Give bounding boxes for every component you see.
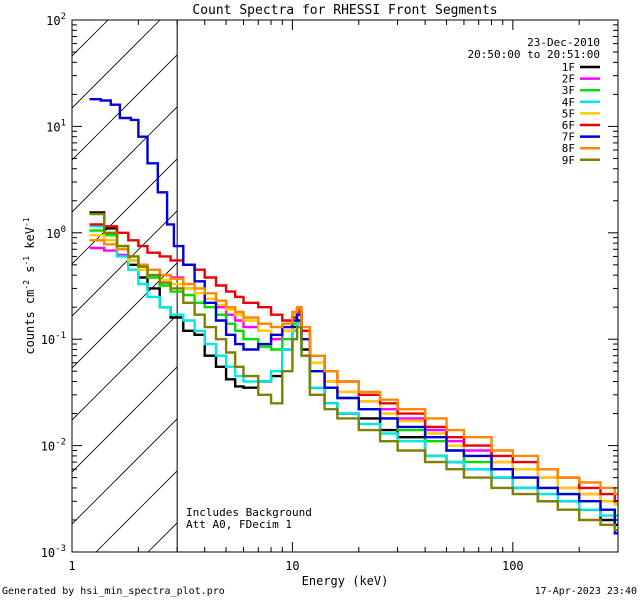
x-tick-labels: 1 10 100 bbox=[68, 559, 523, 573]
hatch-line bbox=[72, 366, 177, 473]
legend-label: 8F bbox=[562, 142, 575, 155]
legend-label: 9F bbox=[562, 154, 575, 167]
x-tick-label: 10 bbox=[285, 559, 299, 573]
series-line-8f bbox=[89, 239, 618, 496]
legend-label: 6F bbox=[562, 119, 575, 132]
hatch-line bbox=[72, 210, 177, 317]
timestamp-footer: 17-Apr-2023 23:40 bbox=[535, 586, 637, 597]
chart-title: Count Spectra for RHESSI Front Segments bbox=[192, 3, 497, 18]
x-tick-label: 1 bbox=[68, 559, 75, 573]
y-tick-labels: 10-3 10-2 10-1 100 101 102 bbox=[41, 12, 66, 560]
date-label: 23-Dec-2010 bbox=[527, 36, 600, 49]
hatch-line bbox=[72, 158, 177, 265]
y-tick-label: 101 bbox=[46, 118, 66, 134]
y-tick-label: 10-1 bbox=[41, 331, 66, 347]
plot-frame bbox=[71, 19, 619, 553]
hatch-line bbox=[72, 54, 177, 161]
series-line-9f bbox=[89, 212, 618, 532]
time-range-label: 20:50:00 to 20:51:00 bbox=[468, 48, 600, 61]
y-tick-label: 10-3 bbox=[41, 544, 66, 560]
hatch-line bbox=[72, 20, 161, 109]
series-line-7f bbox=[89, 98, 618, 535]
hatch-line bbox=[0, 0, 124, 552]
y-tick-label: 100 bbox=[46, 225, 66, 241]
legend-label: 2F bbox=[562, 73, 575, 86]
generated-by-footer: Generated by hsi_min_spectra_plot.pro bbox=[2, 586, 225, 597]
series-line-5f bbox=[89, 234, 618, 506]
legend-label: 1F bbox=[562, 61, 575, 74]
legend-label: 4F bbox=[562, 96, 575, 109]
legend-label: 5F bbox=[562, 107, 575, 120]
y-tick-label: 102 bbox=[46, 12, 66, 28]
x-axis-label: Energy (keV) bbox=[302, 574, 389, 588]
x-tick-label: 100 bbox=[502, 559, 524, 573]
annotation-background: Includes Background bbox=[186, 506, 312, 519]
legend-label: 7F bbox=[562, 131, 575, 144]
legend-label: 3F bbox=[562, 84, 575, 97]
annotation-attenuator: Att A0, FDecim 1 bbox=[186, 518, 292, 531]
hatch-line bbox=[72, 418, 177, 525]
series-line-6f bbox=[89, 223, 618, 503]
y-tick-label: 10-2 bbox=[41, 438, 66, 454]
axis-ticks bbox=[71, 19, 619, 553]
y-axis-label: counts cm-2 s-1 keV-1 bbox=[22, 217, 37, 354]
series-lines bbox=[89, 98, 618, 535]
